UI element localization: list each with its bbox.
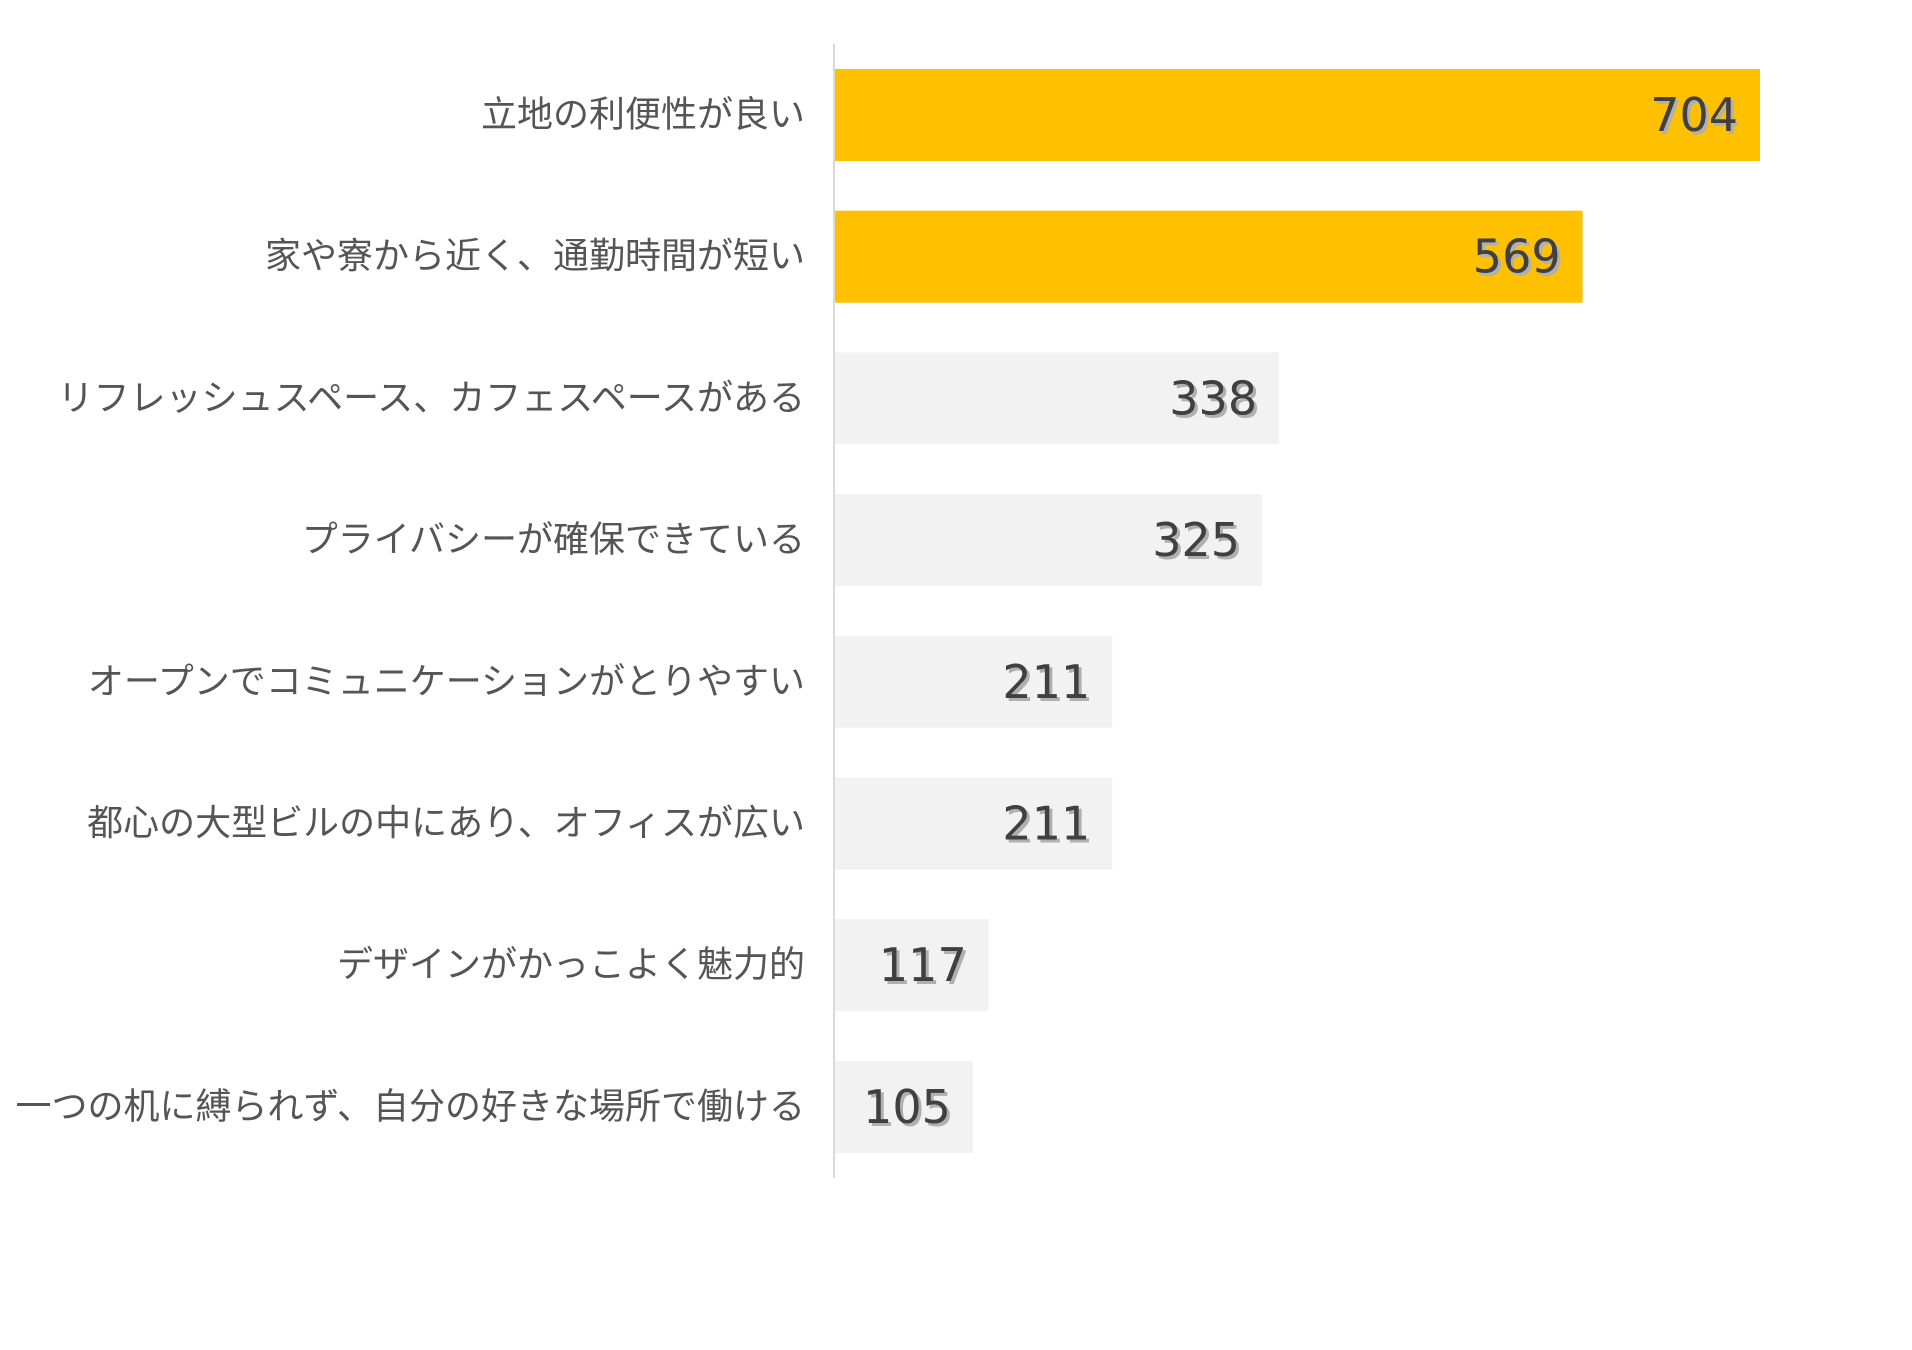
value-label-shadow: 338 bbox=[1172, 374, 1260, 428]
category-label: オープンでコミュニケーションがとりやすい bbox=[88, 661, 805, 702]
value-label-shadow: 325 bbox=[1155, 516, 1243, 570]
value-label: 569 bbox=[1473, 230, 1561, 284]
bar bbox=[835, 494, 1263, 587]
bar bbox=[835, 210, 1583, 303]
value-label: 211 bbox=[1002, 655, 1090, 709]
bars-group bbox=[835, 69, 1760, 1153]
value-label: 117 bbox=[879, 938, 967, 992]
value-label-shadow: 105 bbox=[866, 1083, 954, 1137]
value-label-shadow: 117 bbox=[882, 941, 970, 995]
value-labels-group: 7047045695693383383253252112112112111171… bbox=[863, 88, 1741, 1137]
value-label-shadow: 569 bbox=[1476, 233, 1564, 287]
category-label: 一つの机に縛られず、自分の好きな場所で働ける bbox=[16, 1086, 805, 1127]
category-labels-group: 立地の利便性が良い家や寮から近く、通勤時間が短いリフレッシュスペース、カフェスペ… bbox=[16, 95, 805, 1128]
category-label: 都心の大型ビルの中にあり、オフィスが広い bbox=[87, 803, 805, 844]
bar bbox=[835, 352, 1280, 445]
value-label: 105 bbox=[863, 1080, 951, 1134]
bar bbox=[835, 69, 1760, 161]
bar bbox=[835, 777, 1113, 870]
value-label: 704 bbox=[1650, 88, 1738, 142]
bar bbox=[835, 919, 989, 1012]
value-label-shadow: 211 bbox=[1005, 658, 1093, 712]
value-label-shadow: 211 bbox=[1005, 800, 1093, 854]
value-label: 338 bbox=[1169, 371, 1257, 425]
category-label: リフレッシュスペース、カフェスペースがある bbox=[58, 378, 805, 419]
value-label-shadow: 704 bbox=[1653, 91, 1741, 145]
value-label: 325 bbox=[1152, 513, 1240, 567]
category-label: デザインがかっこよく魅力的 bbox=[337, 945, 805, 986]
category-label: プライバシーが確保できている bbox=[302, 520, 805, 561]
value-label: 211 bbox=[1002, 797, 1090, 851]
bar bbox=[835, 1060, 973, 1153]
bar bbox=[835, 635, 1113, 728]
category-label: 立地の利便性が良い bbox=[481, 95, 805, 136]
category-label: 家や寮から近く、通勤時間が短い bbox=[265, 236, 805, 277]
